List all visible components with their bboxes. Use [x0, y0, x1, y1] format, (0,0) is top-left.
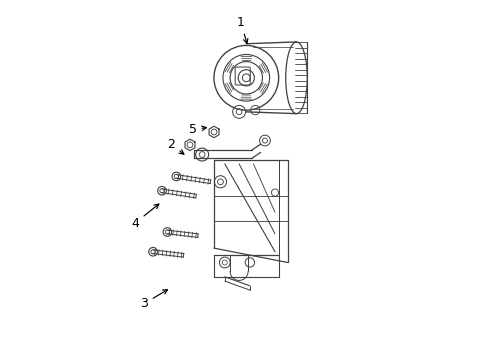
Text: 4: 4 [131, 204, 159, 230]
Text: 2: 2 [167, 138, 183, 154]
Text: 1: 1 [237, 16, 247, 43]
Text: 3: 3 [140, 290, 167, 310]
Text: 5: 5 [188, 123, 206, 136]
